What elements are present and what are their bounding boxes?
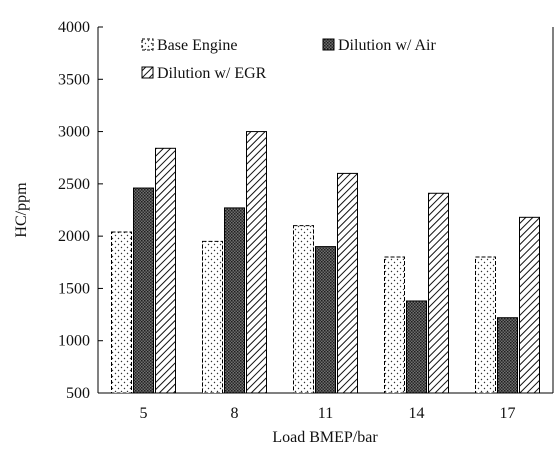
bar-dilution-air-load-5 xyxy=(133,187,154,394)
bar-dilution-egr-load-8 xyxy=(246,131,267,394)
y-tick-label: 2500 xyxy=(58,176,90,193)
y-axis-title: HC/ppm xyxy=(13,182,30,238)
bar-base-engine-load-14 xyxy=(384,256,405,394)
y-tick-label: 1500 xyxy=(58,280,90,297)
y-tick-label: 4000 xyxy=(58,19,90,36)
bar-dilution-egr-load-5 xyxy=(155,147,176,394)
x-tick-label: 11 xyxy=(318,405,333,422)
y-tick-label: 3500 xyxy=(58,71,90,88)
bar-base-engine-load-5 xyxy=(111,231,132,394)
bar-dilution-egr-load-14 xyxy=(428,192,449,394)
y-tick-label: 1000 xyxy=(58,333,90,350)
y-tick-label: 500 xyxy=(66,385,90,402)
x-tick-label: 5 xyxy=(140,405,148,422)
legend-swatch-dilution-air xyxy=(322,38,335,51)
legend-label-base-engine: Base Engine xyxy=(157,37,237,54)
bar-dilution-egr-load-11 xyxy=(337,172,358,394)
legend-label-dilution-egr: Dilution w/ EGR xyxy=(157,65,267,82)
bars-layer xyxy=(111,131,540,394)
x-tick-label: 8 xyxy=(231,405,239,422)
legend-swatch-dilution-egr xyxy=(141,66,154,79)
y-tick-label: 2000 xyxy=(58,228,90,245)
x-ticks: 5 8 11 14 17 xyxy=(140,405,516,422)
bar-dilution-air-load-8 xyxy=(224,207,245,394)
bar-base-engine-load-11 xyxy=(293,225,314,394)
y-tick-label: 3000 xyxy=(58,124,90,141)
legend-swatch-base-engine xyxy=(141,38,154,51)
legend: Base Engine Dilution w/ Air Dilution w/ … xyxy=(141,37,436,82)
bar-dilution-egr-load-17 xyxy=(519,216,540,394)
bar-dilution-air-load-11 xyxy=(315,246,336,394)
bar-base-engine-load-17 xyxy=(475,256,496,394)
bar-dilution-air-load-14 xyxy=(406,300,427,394)
x-axis-title: Load BMEP/bar xyxy=(272,429,378,446)
legend-label-dilution-air: Dilution w/ Air xyxy=(338,37,436,54)
x-tick-label: 17 xyxy=(500,405,516,422)
bar-base-engine-load-8 xyxy=(202,240,223,394)
y-ticks: 500 1000 1500 2000 2500 3000 3500 4000 xyxy=(58,19,103,402)
bar-dilution-air-load-17 xyxy=(497,317,518,394)
x-tick-label: 14 xyxy=(409,405,425,422)
